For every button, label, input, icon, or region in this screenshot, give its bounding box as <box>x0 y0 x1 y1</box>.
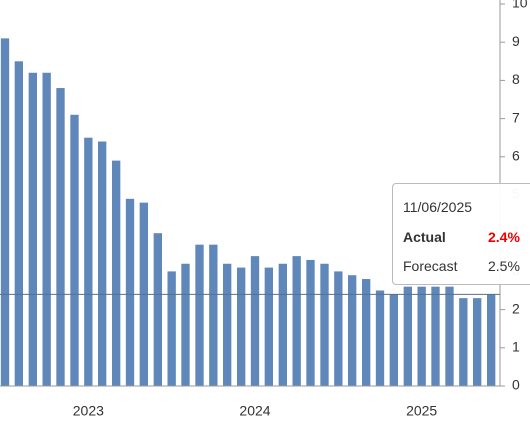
bar <box>153 233 162 386</box>
bar <box>112 160 121 386</box>
bar <box>348 275 357 386</box>
bar <box>195 244 204 386</box>
bar <box>237 267 246 386</box>
bar <box>459 298 468 386</box>
bar <box>223 263 232 386</box>
bar <box>14 61 23 387</box>
bar <box>487 294 496 386</box>
bar <box>125 198 135 386</box>
bar <box>292 256 301 386</box>
bar <box>375 290 385 386</box>
tooltip-forecast-label: Forecast <box>403 258 458 274</box>
y-tick-label: 9 <box>512 33 520 49</box>
bar <box>389 294 398 386</box>
bar <box>181 263 190 386</box>
y-tick-label: 0 <box>512 377 520 393</box>
y-tick-label: 7 <box>512 109 520 125</box>
bar <box>56 88 65 386</box>
y-tick-label: 1 <box>512 339 520 355</box>
tooltip-actual-label: Actual <box>403 229 446 245</box>
bar <box>209 244 218 386</box>
bar <box>445 286 454 386</box>
tooltip-date: 11/06/2025 <box>403 199 473 215</box>
bar <box>84 137 93 386</box>
x-tick-label: 2023 <box>73 403 104 419</box>
bar <box>250 256 260 386</box>
bar <box>42 72 51 386</box>
bar <box>403 286 412 386</box>
bar <box>362 279 371 386</box>
y-tick-label: 8 <box>512 71 520 87</box>
tooltip: 11/06/2025 Actual 2.4% Forecast 2.5% <box>392 183 530 285</box>
x-tick-label: 2024 <box>239 403 270 419</box>
bar <box>320 263 329 386</box>
y-tick-label: 10 <box>512 0 528 11</box>
tooltip-actual: 2.4% <box>488 229 520 245</box>
bar <box>417 286 426 386</box>
x-tick-label: 2025 <box>406 403 437 419</box>
bar <box>28 72 37 386</box>
bar <box>334 271 343 386</box>
bar <box>70 114 79 386</box>
bar <box>306 259 315 386</box>
y-tick-label: 2 <box>512 300 520 316</box>
bar <box>431 286 440 386</box>
y-tick-label: 6 <box>512 148 520 164</box>
bar <box>278 263 287 386</box>
bar <box>0 38 10 386</box>
bar <box>264 267 273 386</box>
tooltip-forecast: 2.5% <box>488 258 520 274</box>
bar <box>473 298 482 386</box>
bar <box>98 141 107 386</box>
bar <box>167 271 176 386</box>
